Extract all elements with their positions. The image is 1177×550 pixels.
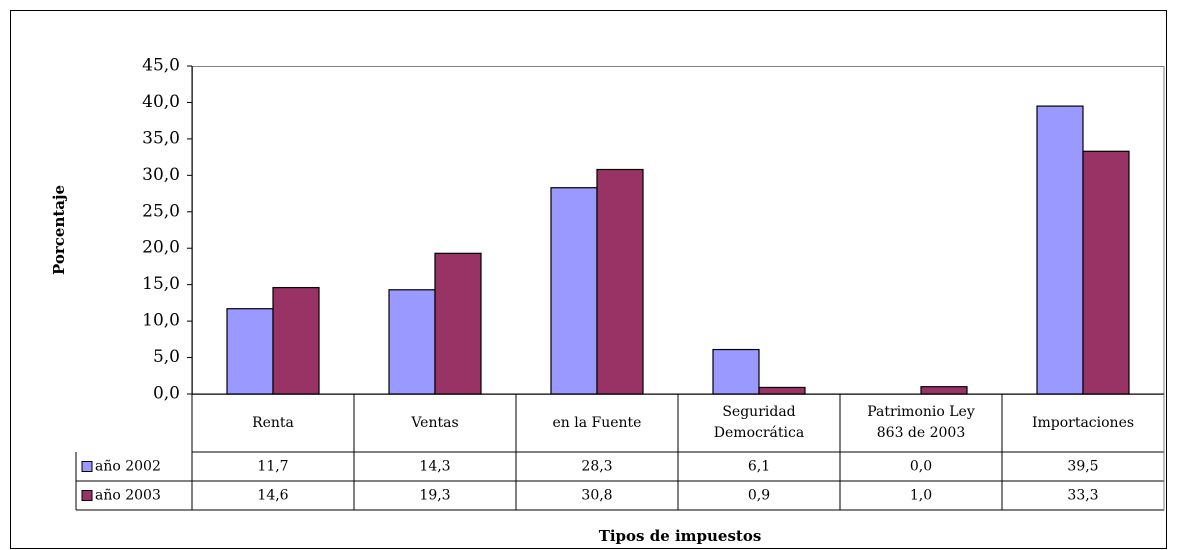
x-tick-label-box: en la Fuente xyxy=(552,414,642,431)
y-tick-label: 0,0 xyxy=(153,384,180,404)
data-label: 14,3 xyxy=(419,459,450,475)
legend-key xyxy=(81,461,93,472)
x-tick-label-box: Patrimonio Ley 863 de 2003 xyxy=(867,404,975,441)
data-label: 11,7 xyxy=(257,459,288,475)
bar xyxy=(596,168,644,395)
x-tick-label: Renta xyxy=(252,414,294,431)
x-axis-title: Tipos de impuestos xyxy=(599,527,762,545)
data-label: 0,9 xyxy=(748,488,770,504)
y-tick-label: 10,0 xyxy=(142,311,180,331)
y-tick-label: 30,0 xyxy=(142,165,180,185)
y-axis-title: Porcentaje xyxy=(50,185,68,275)
bar xyxy=(1082,150,1130,395)
y-tick-label: 40,0 xyxy=(142,92,180,112)
data-label: 1,0 xyxy=(910,488,932,504)
x-tick-label: Patrimonio Ley 863 de 2003 xyxy=(867,404,975,441)
legend-key xyxy=(81,490,93,501)
y-tick-label: 25,0 xyxy=(142,201,180,221)
y-tick-label: 15,0 xyxy=(142,274,180,294)
y-tick-label: 5,0 xyxy=(153,347,180,367)
bar xyxy=(920,386,968,395)
data-label: 30,8 xyxy=(581,488,612,504)
x-tick-label-box: Seguridad Democrática xyxy=(713,404,805,441)
data-label: 33,3 xyxy=(1067,488,1098,504)
y-tick-label: 20,0 xyxy=(142,238,180,258)
x-tick-label-box: Ventas xyxy=(411,414,459,431)
data-label: 19,3 xyxy=(419,488,450,504)
x-tick-label-box: Renta xyxy=(252,414,294,431)
bar xyxy=(712,348,760,395)
bar xyxy=(434,252,482,395)
bar xyxy=(226,308,274,395)
x-tick-label: Seguridad Democrática xyxy=(713,404,805,441)
x-tick-label-box: Importaciones xyxy=(1031,414,1135,431)
x-tick-label: Importaciones xyxy=(1031,414,1135,431)
bar xyxy=(388,289,436,395)
data-label: 6,1 xyxy=(748,459,770,475)
data-label: 0,0 xyxy=(910,459,932,475)
bar xyxy=(272,286,320,395)
data-label: 14,6 xyxy=(257,488,288,504)
y-tick-label: 45,0 xyxy=(142,56,180,76)
legend-label: año 2002 xyxy=(95,459,161,475)
y-tick-label: 35,0 xyxy=(142,128,180,148)
bar xyxy=(550,187,598,395)
x-tick-label: en la Fuente xyxy=(552,414,642,431)
data-label: 39,5 xyxy=(1067,459,1098,475)
legend-label: año 2003 xyxy=(95,488,161,504)
x-tick-label: Ventas xyxy=(411,414,459,431)
data-label: 28,3 xyxy=(581,459,612,475)
bar xyxy=(1036,105,1084,395)
